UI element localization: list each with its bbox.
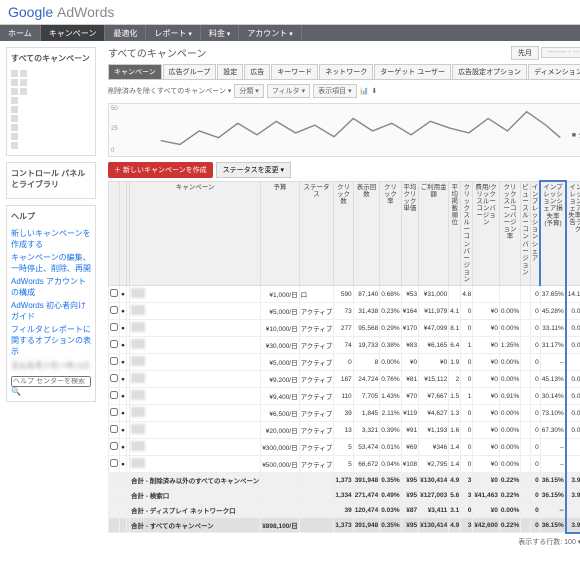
row-checkbox[interactable]	[110, 357, 118, 365]
row-checkbox[interactable]	[110, 459, 118, 467]
help-blur: えんもモンたーれっと	[11, 359, 91, 372]
download-icon[interactable]: ⬇	[371, 87, 377, 95]
category-button[interactable]: 分類 ▾	[234, 84, 263, 98]
sidebar: すべてのキャンペーン コントロール パネルとライブラリ ヘルプ 新しいキャンペー…	[0, 41, 102, 554]
performance-chart: 50 25 0 ■ クリック数	[108, 103, 580, 157]
campaigns-panel: すべてのキャンペーン	[6, 47, 96, 156]
y-axis-0: 0	[111, 148, 114, 154]
row-checkbox[interactable]	[110, 425, 118, 433]
col-1[interactable]	[120, 181, 127, 286]
action-bar: ＋ 新しいキャンペーンを作成 ステータスを変更 ▾	[108, 160, 580, 180]
col-17[interactable]: インプレッションシェア損失率(予算)	[540, 181, 566, 286]
row-checkbox[interactable]	[110, 289, 118, 297]
pagination-footer[interactable]: 表示する行数: 100 ▾ 1 - 11/11	[108, 534, 580, 550]
tab-4[interactable]: キーワード	[271, 64, 318, 79]
logo-adwords: AdWords	[57, 4, 114, 20]
row-checkbox[interactable]	[110, 306, 118, 314]
page-title: すべてのキャンペーン	[108, 45, 206, 60]
search-icon[interactable]: 🔍	[11, 387, 21, 396]
period-range[interactable]: -------- - --------	[541, 47, 580, 58]
nav-レポート[interactable]: レポート	[146, 25, 200, 41]
col-14[interactable]: クリックスルーコンバージョン率	[499, 181, 520, 286]
help-link[interactable]: キャンペーンの編集、一時停止、削除、再開	[11, 253, 91, 273]
col-0[interactable]	[109, 181, 120, 286]
columns-button[interactable]: 表示項目 ▾	[313, 84, 356, 98]
col-7[interactable]: 表示回数	[353, 181, 380, 286]
help-search-input[interactable]	[11, 376, 91, 387]
logo: Google AdWords	[8, 4, 114, 20]
header: Google AdWords	[0, 0, 580, 25]
library-title: コントロール パネルとライブラリ	[11, 167, 91, 191]
segment-dropdown[interactable]: 削除済みを除くすべてのキャンペーン ▾	[108, 86, 231, 96]
row-checkbox[interactable]	[110, 408, 118, 416]
top-nav: ホームキャンペーン最適化レポート料金アカウント	[0, 25, 580, 41]
tab-1[interactable]: 広告グループ	[163, 64, 217, 79]
toolbar: 削除済みを除くすべてのキャンペーン ▾ 分類 ▾ フィルタ ▾ 表示項目 ▾ 📊…	[108, 82, 580, 100]
row-checkbox[interactable]	[110, 391, 118, 399]
tab-3[interactable]: 広告	[244, 64, 270, 79]
col-6[interactable]: クリック数	[334, 181, 353, 286]
col-11[interactable]: 平均掲載順位	[449, 181, 461, 286]
col-5[interactable]: ステータス	[299, 181, 334, 286]
tab-2[interactable]: 設定	[217, 64, 243, 79]
tab-0[interactable]: キャンペーン	[108, 64, 162, 79]
col-10[interactable]: ご利用金額	[419, 181, 449, 286]
help-link[interactable]: AdWords 初心者向けガイド	[11, 301, 86, 321]
col-15[interactable]: ビュースルーコンバージョン	[521, 181, 531, 286]
help-link[interactable]: 新しいキャンペーンを作成する	[11, 229, 91, 249]
nav-料金[interactable]: 料金	[201, 25, 239, 41]
col-4[interactable]: 予算	[261, 181, 299, 286]
col-3[interactable]: キャンペーン	[129, 181, 260, 286]
help-link[interactable]: フィルタとレポートに関するオプションの表示	[11, 325, 91, 356]
period-label: 先月	[511, 46, 539, 60]
col-16[interactable]: インプレッションシェア	[530, 181, 540, 286]
nav-アカウント[interactable]: アカウント	[239, 25, 301, 41]
tabs: キャンペーン広告グループ設定広告キーワードネットワークターゲット ユーザー広告設…	[108, 64, 580, 80]
library-panel: コントロール パネルとライブラリ	[6, 162, 96, 199]
logo-google: Google	[8, 4, 53, 20]
period-selector[interactable]: 先月-------- - --------▾	[511, 46, 580, 60]
new-campaign-button[interactable]: ＋ 新しいキャンペーンを作成	[108, 162, 213, 178]
chart-icon[interactable]: 📊	[360, 87, 369, 95]
y-axis-50: 50	[111, 106, 118, 112]
tab-8[interactable]: ディメンション	[528, 64, 580, 79]
filter-button[interactable]: フィルタ ▾	[267, 84, 310, 98]
col-8[interactable]: クリック率	[380, 181, 401, 286]
col-13[interactable]: 費用/クリックスルーコンバージョン	[473, 181, 500, 286]
campaigns-title: すべてのキャンペーン	[11, 52, 91, 65]
row-checkbox[interactable]	[110, 374, 118, 382]
row-checkbox[interactable]	[110, 340, 118, 348]
col-12[interactable]: クリックスルーコンバージョン	[461, 181, 473, 286]
nav-ホーム[interactable]: ホーム	[0, 25, 41, 41]
help-panel: ヘルプ 新しいキャンペーンを作成するキャンペーンの編集、一時停止、削除、再開 Ad…	[6, 205, 96, 402]
tab-6[interactable]: ターゲット ユーザー	[374, 64, 451, 79]
chart-legend: ■ クリック数	[572, 130, 580, 140]
tab-7[interactable]: 広告設定オプション	[452, 64, 527, 79]
col-18[interactable]: インプレッションシェア損失率(広告ランク)	[566, 181, 580, 286]
col-9[interactable]: 平均クリック単価	[401, 181, 418, 286]
help-title: ヘルプ	[11, 210, 91, 223]
row-checkbox[interactable]	[110, 323, 118, 331]
nav-最適化[interactable]: 最適化	[105, 25, 146, 41]
help-link[interactable]: AdWords アカウントの構成	[11, 277, 86, 297]
campaigns-table: キャンペーン予算ステータスクリック数表示回数クリック率平均クリック単価ご利用金額…	[108, 180, 580, 534]
nav-キャンペーン[interactable]: キャンペーン	[41, 25, 106, 41]
main-content: すべてのキャンペーン 先月-------- - --------▾ キャンペーン…	[102, 41, 580, 554]
campaign-list	[11, 68, 91, 151]
change-status-button[interactable]: ステータスを変更 ▾	[216, 162, 291, 178]
row-checkbox[interactable]	[110, 442, 118, 450]
y-axis-25: 25	[111, 126, 118, 132]
tab-5[interactable]: ネットワーク	[319, 64, 373, 79]
